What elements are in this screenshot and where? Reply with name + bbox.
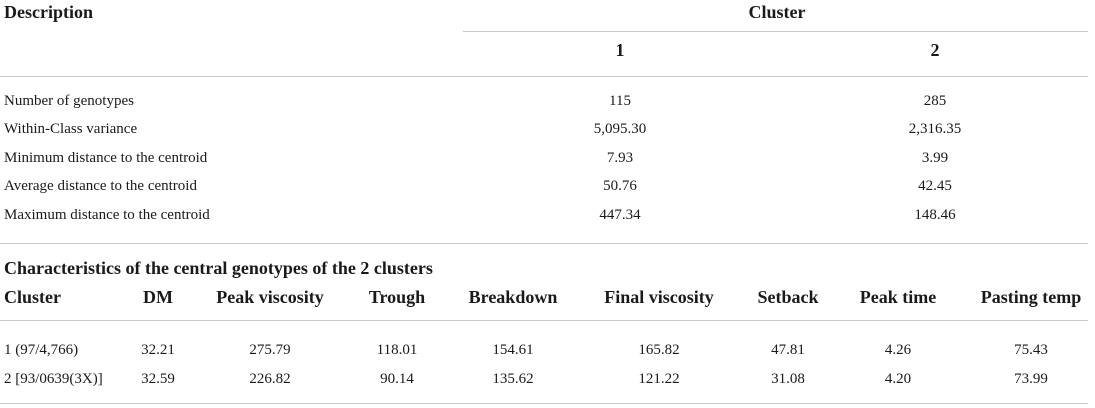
col-peak-viscosity: Peak viscosity	[216, 287, 324, 307]
cluster-2-header: 2	[930, 40, 940, 60]
cluster-2-value: 2,316.35	[908, 121, 962, 137]
cluster-cell: 2 [93/0639(3X)]	[4, 371, 103, 387]
peak-time-cell: 4.26	[884, 342, 912, 358]
cluster-underline	[463, 31, 1088, 32]
cluster-1-value: 50.76	[603, 178, 637, 194]
row-label: Number of genotypes	[4, 93, 134, 109]
cluster-header: Cluster	[748, 2, 806, 22]
col-breakdown: Breakdown	[468, 287, 558, 307]
cluster-2-value: 42.45	[918, 178, 952, 194]
cluster-1-value: 447.34	[599, 207, 641, 223]
cluster-1-value: 7.93	[606, 150, 634, 166]
trough-cell: 118.01	[376, 342, 418, 358]
table2-title: Characteristics of the central genotypes…	[4, 258, 433, 278]
section-divider	[0, 243, 1088, 244]
peak-viscosity-cell: 275.79	[249, 342, 291, 358]
table-bottom-border	[0, 403, 1088, 404]
col-setback: Setback	[757, 287, 819, 307]
col-pasting-temp: Pasting temp	[980, 287, 1082, 307]
final-viscosity-cell: 165.82	[638, 342, 680, 358]
row-label: Maximum distance to the centroid	[4, 207, 210, 223]
setback-cell: 47.81	[771, 342, 805, 358]
row-label: Minimum distance to the centroid	[4, 150, 208, 166]
pasting-temp-cell: 73.99	[1014, 371, 1048, 387]
table2-header-divider	[0, 320, 1088, 321]
breakdown-cell: 154.61	[492, 342, 534, 358]
setback-cell: 31.08	[771, 371, 805, 387]
peak-time-cell: 4.20	[884, 371, 912, 387]
cluster-2-value: 148.46	[914, 207, 956, 223]
trough-cell: 90.14	[380, 371, 414, 387]
peak-viscosity-cell: 226.82	[249, 371, 291, 387]
breakdown-cell: 135.62	[492, 371, 534, 387]
row-label: Average distance to the centroid	[4, 178, 197, 194]
row-label: Within-Class variance	[4, 121, 138, 137]
header-divider	[0, 76, 1088, 77]
col-dm: DM	[143, 287, 173, 307]
cluster-2-value: 3.99	[921, 150, 949, 166]
cluster-2-value: 285	[923, 93, 947, 109]
cluster-1-header: 1	[615, 40, 625, 60]
dm-cell: 32.59	[141, 371, 175, 387]
cluster-cell: 1 (97/4,766)	[4, 342, 79, 358]
cluster-1-value: 5,095.30	[593, 121, 647, 137]
pasting-temp-cell: 75.43	[1014, 342, 1048, 358]
col-cluster: Cluster	[4, 287, 61, 307]
col-final-viscosity: Final viscosity	[604, 287, 714, 307]
col-peak-time: Peak time	[859, 287, 937, 307]
cluster-1-value: 115	[609, 93, 631, 109]
dm-cell: 32.21	[141, 342, 175, 358]
final-viscosity-cell: 121.22	[638, 371, 680, 387]
col-trough: Trough	[368, 287, 426, 307]
description-header: Description	[4, 2, 93, 22]
